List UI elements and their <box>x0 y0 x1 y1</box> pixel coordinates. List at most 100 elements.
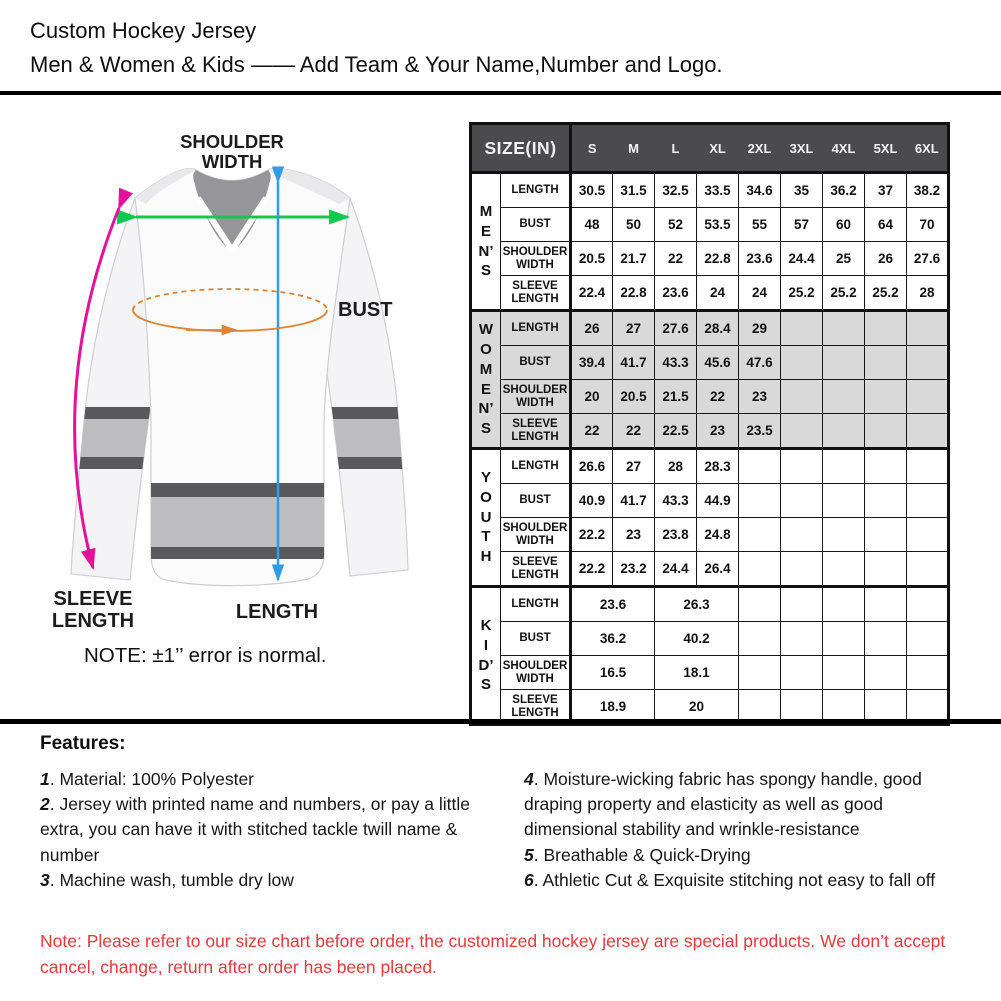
size-col-header-6XL: 6XL <box>906 123 949 174</box>
size-chart-cell: 55 <box>738 207 781 242</box>
size-chart-cell: 23.6 <box>570 585 655 622</box>
size-row-label: SLEEVE LENGTH <box>500 413 572 449</box>
size-chart-cell: 20.5 <box>570 241 613 276</box>
size-chart-cell <box>822 309 865 346</box>
sleeve-length-label: SLEEVE LENGTH <box>28 588 158 632</box>
size-chart-cell: 29 <box>738 309 781 346</box>
size-chart-cell: 21.5 <box>654 379 697 414</box>
size-row-label: BUST <box>500 621 572 656</box>
size-chart-cell: 25 <box>822 241 865 276</box>
feature-separator: . <box>533 844 544 865</box>
feature-item: 5. Breathable & Quick-Drying <box>524 843 976 868</box>
size-row-label: SHOULDER WIDTH <box>500 655 572 690</box>
size-chart-cell: 57 <box>780 207 823 242</box>
size-chart-cell: 22.2 <box>570 517 613 552</box>
feature-number: 5 <box>524 844 534 865</box>
bust-label: BUST <box>338 299 393 321</box>
size-chart-cell: 22 <box>696 379 739 414</box>
length-label: LENGTH <box>235 601 319 623</box>
size-chart-cell: 24 <box>738 275 781 311</box>
size-chart-cell <box>822 483 865 518</box>
size-chart-cell <box>780 551 823 587</box>
features-column-left: 1. Material: 100% Polyester 2. Jersey wit… <box>40 767 492 893</box>
size-chart-cell: 24.4 <box>654 551 697 587</box>
features-column-right: 4. Moisture-wicking fabric has spongy ha… <box>524 767 976 893</box>
size-chart-cell: 20 <box>570 379 613 414</box>
size-group-label: W O M E N’ S <box>470 309 501 449</box>
feature-number: 2 <box>40 794 50 815</box>
sleeve-length-label-line2: LENGTH <box>51 610 135 632</box>
size-chart-cell <box>780 345 823 380</box>
size-chart-cell: 40.2 <box>654 621 739 656</box>
feature-item: 1. Material: 100% Polyester <box>40 767 492 792</box>
size-chart-cell <box>864 345 907 380</box>
size-chart-cell: 70 <box>906 207 949 242</box>
size-chart-cell <box>864 309 907 346</box>
size-chart-cell: 22.4 <box>570 275 613 311</box>
size-chart-cell: 22.5 <box>654 413 697 449</box>
size-chart-cell: 24.4 <box>780 241 823 276</box>
size-chart-cell <box>906 345 949 380</box>
size-chart-table: SIZE(IN) S M L XL 2XL 3XL 4XL 5XL 6XL M E N’ S LENG… <box>469 122 950 726</box>
size-row-label: BUST <box>500 207 572 242</box>
size-chart-cell <box>822 655 865 690</box>
feature-separator: . <box>49 794 60 815</box>
size-col-header-L: L <box>654 123 697 174</box>
top-divider <box>0 91 1001 95</box>
size-chart-cell <box>780 447 823 484</box>
sleeve-length-arrow <box>73 187 133 571</box>
size-row-label: BUST <box>500 483 572 518</box>
right-shoulder-shade <box>268 168 350 204</box>
size-chart-cell <box>864 551 907 587</box>
size-chart-cell <box>780 621 823 656</box>
size-group-label: M E N’ S <box>470 171 501 311</box>
size-chart-cell <box>906 655 949 690</box>
shoulder-width-label-line2: WIDTH <box>201 151 263 173</box>
size-chart-cell: 22.8 <box>612 275 655 311</box>
size-row-label: SLEEVE LENGTH <box>500 275 572 311</box>
size-chart-cell: 23.8 <box>654 517 697 552</box>
size-chart-cell: 50 <box>612 207 655 242</box>
size-chart-cell: 24.8 <box>696 517 739 552</box>
size-col-header-5XL: 5XL <box>864 123 907 174</box>
size-chart-cell: 22.2 <box>570 551 613 587</box>
size-chart-cell: 24 <box>696 275 739 311</box>
size-chart-cell: 64 <box>864 207 907 242</box>
size-chart-cell: 30.5 <box>570 171 613 208</box>
size-chart-cell: 23 <box>738 379 781 414</box>
size-chart-cell: 26 <box>570 309 613 346</box>
size-chart-cell: 20.5 <box>612 379 655 414</box>
size-chart-cell: 60 <box>822 207 865 242</box>
size-chart-cell <box>864 413 907 449</box>
size-chart-title: SIZE(IN) <box>470 123 572 174</box>
size-chart-cell: 27.6 <box>906 241 949 276</box>
size-row-label: SHOULDER WIDTH <box>500 241 572 276</box>
size-chart-cell: 40.9 <box>570 483 613 518</box>
size-chart-cell: 25.2 <box>780 275 823 311</box>
features-section: Features: 1. Material: 100% Polyester 2. … <box>40 733 985 893</box>
size-chart-cell: 22.8 <box>696 241 739 276</box>
size-chart-cell <box>780 655 823 690</box>
order-policy-note: Note: Please refer to our size chart bef… <box>40 931 946 978</box>
size-chart-cell: 45.6 <box>696 345 739 380</box>
size-chart-cell <box>864 585 907 622</box>
size-chart-cell: 28 <box>906 275 949 311</box>
size-chart-cell: 52 <box>654 207 697 242</box>
size-row-label: SLEEVE LENGTH <box>500 551 572 587</box>
size-chart-cell <box>822 379 865 414</box>
size-col-header-4XL: 4XL <box>822 123 865 174</box>
feature-number: 6 <box>524 869 534 890</box>
feature-number: 4 <box>524 769 534 789</box>
size-chart-cell <box>864 655 907 690</box>
jersey-measurement-diagram <box>70 166 409 587</box>
shoulder-width-label: SHOULDER WIDTH <box>157 131 307 173</box>
size-col-header-3XL: 3XL <box>780 123 823 174</box>
size-chart-cell: 23.2 <box>612 551 655 587</box>
size-chart-cell <box>864 447 907 484</box>
size-chart-cell: 28.4 <box>696 309 739 346</box>
size-chart-cell <box>780 413 823 449</box>
feature-separator: . <box>533 869 543 890</box>
body-bottom-band <box>138 483 338 559</box>
size-chart-cell: 23.6 <box>738 241 781 276</box>
size-chart-cell: 23 <box>696 413 739 449</box>
